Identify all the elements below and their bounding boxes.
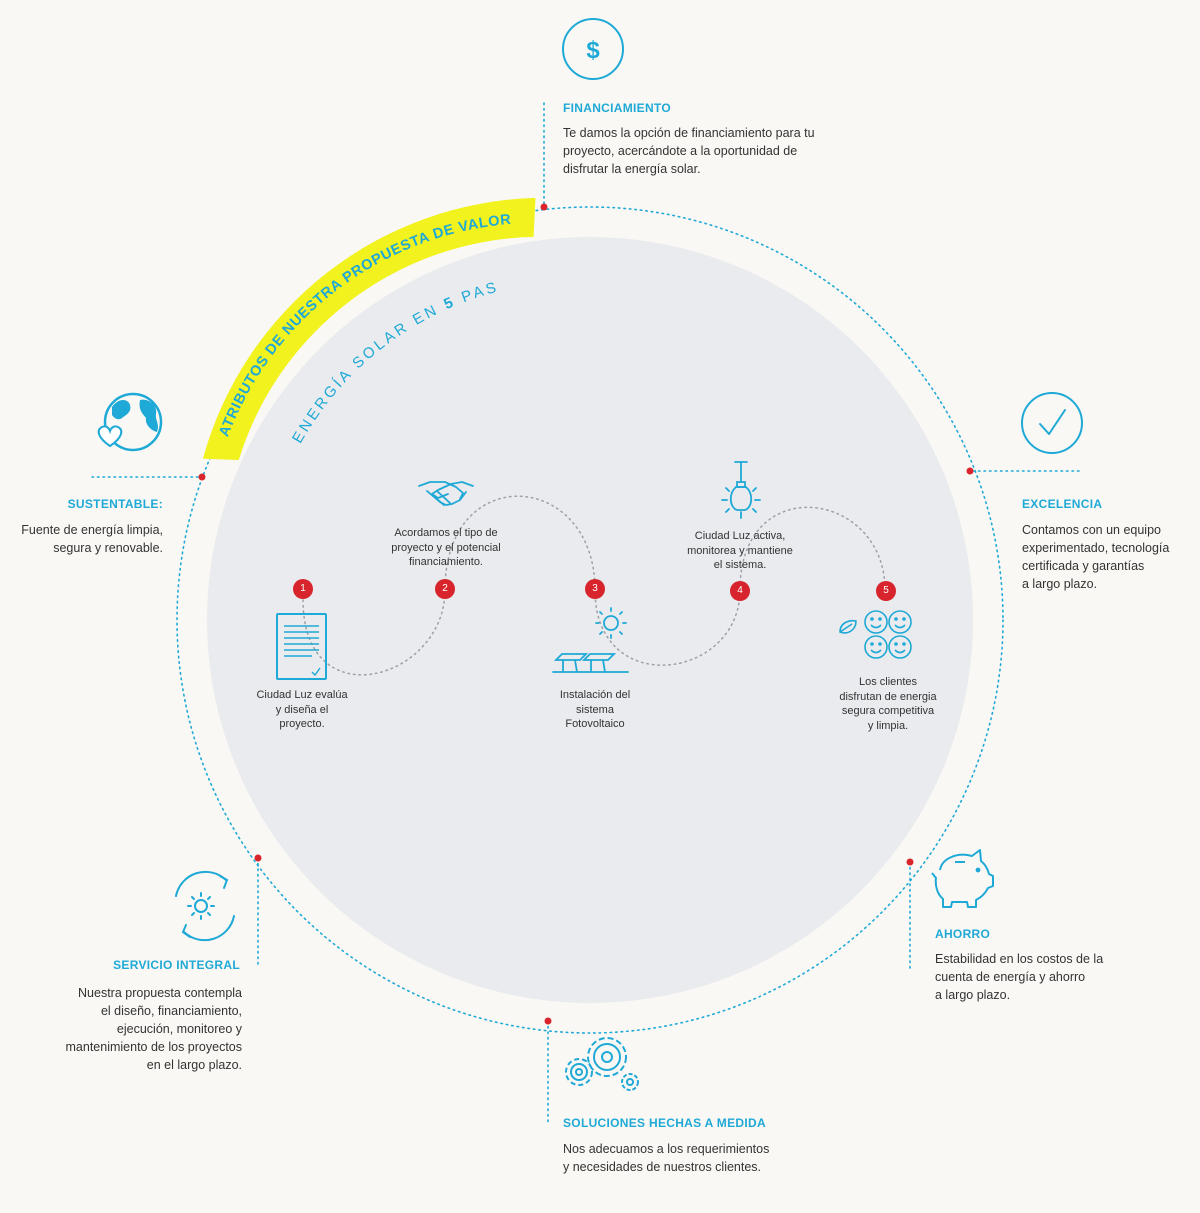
step-2-text: Acordamos el tipo de proyecto y el poten…	[391, 527, 501, 568]
financiamiento-title: FINANCIAMIENTO	[563, 101, 671, 115]
excelencia-title: EXCELENCIA	[1022, 497, 1103, 511]
happy-clients-icon	[839, 610, 912, 659]
step-3-badge: 3	[585, 579, 605, 599]
ring-markers	[198, 203, 974, 1025]
document-icon	[276, 613, 327, 680]
step-1-text: Ciudad Luz evalúa y diseña el proyecto.	[256, 689, 348, 730]
financiamiento-text: Te damos la opción de financiamiento par…	[563, 126, 815, 176]
ahorro-text: Estabilidad en los costos de la cuenta d…	[935, 952, 1104, 1002]
outer-dotted-ring	[176, 206, 1004, 1034]
servicio-text: Nuestra propuesta contempla el diseño, f…	[65, 986, 242, 1072]
handshake-icon	[418, 481, 474, 506]
lightbulb-icon	[721, 461, 761, 519]
sustentable-title: SUSTENTABLE:	[67, 497, 163, 511]
ahorro-title: AHORRO	[935, 927, 991, 941]
soluciones-text: Nos adecuamos a los requerimientos y nec…	[563, 1142, 770, 1174]
step-4-text: Ciudad Luz activa, monitorea y mantiene …	[687, 530, 793, 571]
connector-lines	[91, 102, 1083, 1123]
excelencia-text: Contamos con un equipo experimentado, te…	[1022, 523, 1170, 591]
piggy-bank-icon	[931, 849, 994, 908]
banner-band	[202, 197, 536, 460]
step-5-badge: 5	[876, 581, 896, 601]
servicio-title: SERVICIO INTEGRAL	[113, 958, 240, 972]
soluciones-title: SOLUCIONES HECHAS A MEDIDA	[563, 1116, 766, 1130]
sun-cycle-icon	[175, 870, 235, 942]
inner-circle	[207, 237, 973, 1003]
step-3-text: Instalación del sistema Fotovoltaico	[559, 689, 631, 730]
step-2-badge: 2	[435, 579, 455, 599]
step-1-badge: 1	[293, 579, 313, 599]
svg-text:$: $	[586, 37, 600, 64]
check-icon	[1021, 392, 1083, 454]
solar-panels-icon	[552, 607, 629, 673]
step-5-text: Los clientes disfrutan de energia segura…	[839, 676, 937, 732]
step-4-badge: 4	[730, 581, 750, 601]
dollar-icon: $	[562, 18, 624, 80]
sustentable-text: Fuente de energía limpia, segura y renov…	[21, 523, 163, 555]
earth-heart-icon	[97, 392, 163, 452]
gears-icon	[565, 1037, 639, 1091]
